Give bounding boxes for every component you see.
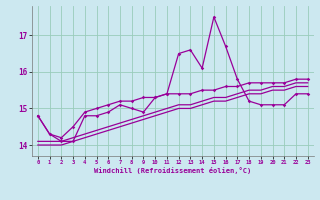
X-axis label: Windchill (Refroidissement éolien,°C): Windchill (Refroidissement éolien,°C) (94, 167, 252, 174)
